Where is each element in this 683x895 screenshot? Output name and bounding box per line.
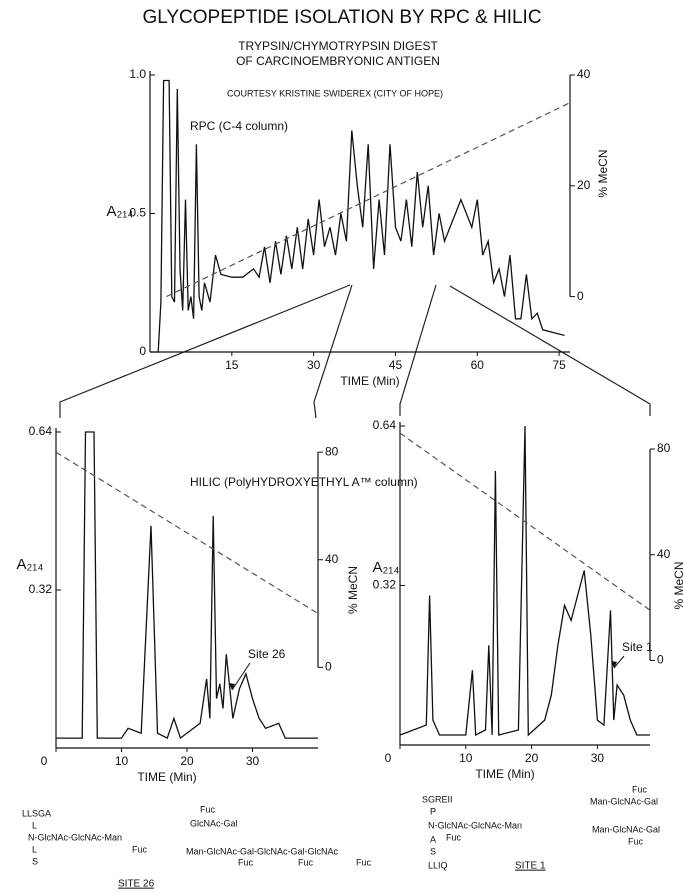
x-tick-label: 0 bbox=[385, 751, 392, 765]
x-tick-label: 20 bbox=[180, 754, 194, 768]
glycan-text: N-GlcNAc-GlcNAc-Man bbox=[28, 832, 122, 842]
x-axis-label: TIME (Min) bbox=[475, 767, 534, 781]
y2-axis-label: % MeCN bbox=[346, 566, 360, 614]
x-tick-label: 30 bbox=[591, 751, 605, 765]
x-tick-label: 10 bbox=[459, 751, 473, 765]
glycan-text: Fuc bbox=[446, 832, 462, 842]
glycan-text: SGREII bbox=[422, 794, 453, 804]
site1-structure: SGREII P N-GlcNAc-GlcNAc-Man A Fuc S LLI… bbox=[422, 784, 660, 871]
glycan-text: LLSGA bbox=[22, 808, 51, 818]
gradient-line bbox=[399, 432, 651, 611]
y2-tick-label: 80 bbox=[657, 441, 671, 455]
glycan-text: Fuc bbox=[356, 857, 372, 867]
glycan-text: L bbox=[32, 820, 37, 830]
callout: Site 1 bbox=[622, 640, 653, 654]
callout-arrow bbox=[613, 655, 625, 669]
subtitle: OF CARCINOEMBRYONIC ANTIGEN bbox=[236, 54, 440, 68]
glycan-text: Man-GlcNAc-Gal bbox=[592, 824, 660, 834]
x-axis-label: TIME (Min) bbox=[340, 374, 399, 388]
trace bbox=[56, 431, 318, 740]
glycan-text: Fuc bbox=[238, 857, 254, 867]
y2-tick-label: 0 bbox=[657, 653, 664, 667]
gradient-line bbox=[166, 102, 571, 298]
y2-tick-label: 0 bbox=[577, 289, 584, 303]
y-tick-label: 1.0 bbox=[129, 67, 146, 81]
y2-tick-label: 40 bbox=[657, 547, 671, 561]
y-tick-label: 0.32 bbox=[29, 582, 53, 596]
glycan-text: Fuc bbox=[132, 844, 148, 854]
y2-tick-label: 80 bbox=[325, 444, 339, 458]
annotation: HILIC (PolyHYDROXYETHYL A™ column) bbox=[190, 475, 418, 489]
y2-axis-label: % MeCN bbox=[596, 149, 610, 197]
glycan-text: A bbox=[430, 834, 436, 844]
callout-arrow bbox=[231, 662, 251, 691]
x-tick-label: 75 bbox=[552, 358, 566, 372]
y-axis-label: A₂₁₄ bbox=[372, 559, 399, 576]
glycan-text: Man-GlcNAc-Gal bbox=[590, 796, 658, 806]
x-axis-label: TIME (Min) bbox=[137, 770, 196, 784]
x-tick-label: 15 bbox=[225, 358, 239, 372]
glycan-text: LLIQ bbox=[428, 860, 448, 870]
x-tick-label: 60 bbox=[471, 358, 485, 372]
y-tick-label: 0.32 bbox=[373, 578, 397, 592]
gradient-line bbox=[55, 451, 319, 615]
x-tick-label: 0 bbox=[41, 754, 48, 768]
glycan-text: Fuc bbox=[298, 857, 314, 867]
glycan-text: S bbox=[430, 846, 436, 856]
site-label: SITE 26 bbox=[118, 879, 155, 890]
trace bbox=[399, 425, 650, 737]
y2-tick-label: 40 bbox=[325, 552, 339, 566]
y2-axis-label: % MeCN bbox=[672, 561, 683, 609]
zoom-connectors bbox=[59, 284, 651, 419]
y2-tick-label: 40 bbox=[577, 67, 591, 81]
title: GLYCOPEPTIDE ISOLATION BY RPC & HILIC bbox=[142, 7, 541, 28]
callout: Site 26 bbox=[248, 647, 286, 661]
y-tick-label: 0.64 bbox=[373, 418, 397, 432]
annotation: RPC (C-4 column) bbox=[190, 119, 288, 133]
y2-tick-label: 0 bbox=[325, 659, 332, 673]
x-tick-label: 45 bbox=[389, 358, 403, 372]
x-tick-label: 20 bbox=[525, 751, 539, 765]
y-axis-label: A₂₁₄ bbox=[16, 556, 43, 573]
glycan-text: P bbox=[430, 806, 436, 816]
glycan-text: S bbox=[32, 856, 38, 866]
site26-structure: LLSGA L N-GlcNAc-GlcNAc-Man L S Fuc Fuc … bbox=[22, 804, 372, 889]
glycan-text: L bbox=[32, 844, 37, 854]
y-axis-label: A₂₁₄ bbox=[106, 203, 133, 220]
x-tick-label: 10 bbox=[115, 754, 129, 768]
glycan-text: N-GlcNAc-GlcNAc-Man bbox=[428, 820, 522, 830]
y-tick-label: 0.5 bbox=[129, 206, 146, 220]
glycan-text: Fuc bbox=[200, 804, 216, 814]
credit: COURTESY KRISTINE SWIDEREX (CITY OF HOPE… bbox=[227, 88, 443, 98]
trace bbox=[150, 79, 565, 353]
y-tick-label: 0 bbox=[139, 344, 146, 358]
arrow-head bbox=[611, 661, 617, 668]
x-tick-label: 30 bbox=[307, 358, 321, 372]
glycan-text: Fuc bbox=[632, 784, 648, 794]
arrow-head bbox=[229, 683, 235, 690]
x-tick-label: 30 bbox=[246, 754, 260, 768]
glycan-text: Fuc bbox=[628, 836, 644, 846]
glycan-text: GlcNAc-Gal bbox=[190, 818, 238, 828]
site-label: SITE 1 bbox=[515, 861, 546, 872]
y-tick-label: 0.64 bbox=[29, 424, 53, 438]
subtitle: TRYPSIN/CHYMOTRYPSIN DIGEST bbox=[238, 39, 438, 53]
y2-tick-label: 20 bbox=[577, 178, 591, 192]
glycan-text: Man-GlcNAc-Gal-GlcNAc-Gal-GlcNAc bbox=[186, 846, 339, 856]
